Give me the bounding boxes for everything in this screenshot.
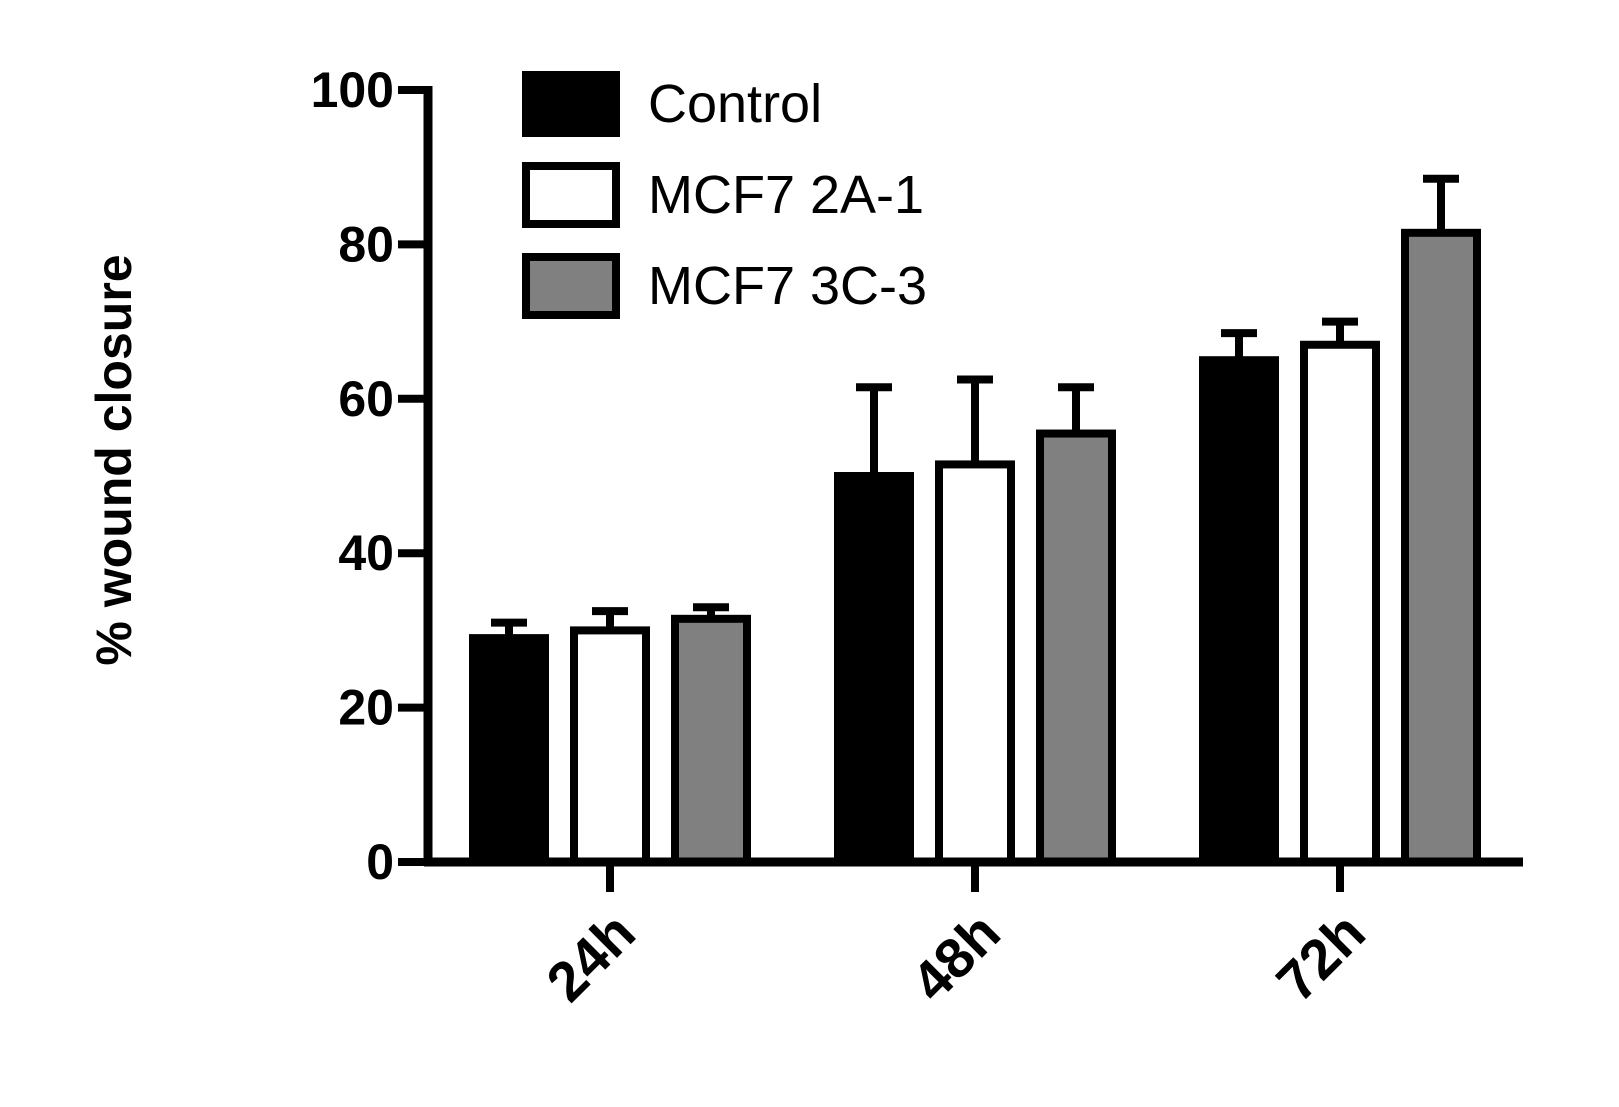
y-axis-title-group: % wound closure [86, 254, 142, 665]
legend-swatch-2 [522, 162, 620, 228]
legend-label-1: Control [648, 74, 822, 134]
y-tick-label-40: 40 [338, 525, 394, 581]
bar-2-48h [935, 460, 1015, 866]
x-category-label-24h: 24h [534, 900, 647, 1013]
bar-3-72h [1401, 228, 1481, 866]
y-tick-label-0: 0 [366, 834, 394, 890]
legend-swatch-3 [522, 253, 620, 319]
bar-2-24h [570, 626, 650, 867]
bars-layer [469, 228, 1481, 867]
y-tick-label-20: 20 [338, 680, 394, 736]
error-bars-layer [491, 174, 1459, 639]
bar-2-72h [1300, 340, 1380, 866]
legend-label-3: MCF7 3C-3 [648, 256, 927, 316]
y-tick-label-80: 80 [338, 216, 394, 272]
bar-3-48h [1036, 429, 1116, 866]
legend-swatch-1 [522, 71, 620, 137]
y-axis-title: % wound closure [86, 254, 142, 665]
y-tick-label-100: 100 [311, 62, 394, 118]
bar-3-24h [671, 614, 751, 866]
bar-1-72h [1199, 356, 1279, 866]
bar-1-48h [834, 472, 914, 866]
x-category-label-48h: 48h [899, 900, 1012, 1013]
bar-1-24h [469, 634, 549, 866]
x-categories-layer: 24h 48h 72h [534, 862, 1377, 1013]
legend: Control MCF7 2A-1 MCF7 3C-3 [522, 71, 927, 319]
legend-label-2: MCF7 2A-1 [648, 165, 924, 225]
y-ticks-layer: 0 20 40 60 80 100 [311, 62, 428, 890]
y-tick-label-60: 60 [338, 371, 394, 427]
x-category-label-72h: 72h [1264, 900, 1377, 1013]
